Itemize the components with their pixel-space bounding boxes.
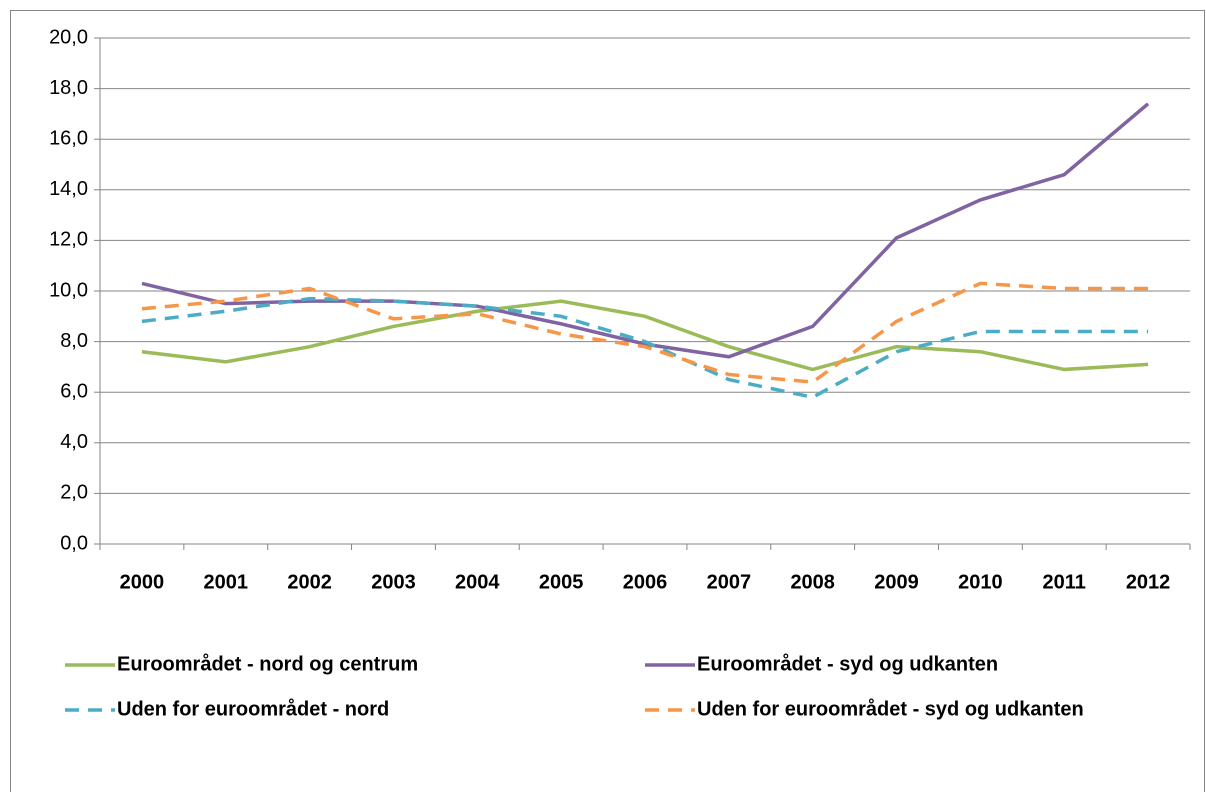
y-tick-label: 4,0 bbox=[60, 431, 88, 453]
chart-frame bbox=[10, 10, 1205, 797]
y-tick-label: 20,0 bbox=[49, 26, 88, 48]
x-tick-label: 2000 bbox=[120, 571, 165, 593]
legend-label: Euroområdet - nord og centrum bbox=[117, 652, 418, 675]
x-tick-label: 2008 bbox=[790, 571, 835, 593]
legend-label: Euroområdet - syd og udkanten bbox=[697, 652, 998, 675]
x-tick-label: 2003 bbox=[371, 571, 416, 593]
x-tick-label: 2007 bbox=[707, 571, 752, 593]
data-line bbox=[141, 102, 1150, 359]
data-line bbox=[141, 296, 1149, 400]
legend-label: Uden for euroområdet - nord bbox=[117, 697, 389, 720]
y-tick-label: 18,0 bbox=[49, 77, 88, 99]
x-tick-label: 2010 bbox=[958, 571, 1003, 593]
y-tick-label: 12,0 bbox=[49, 229, 88, 251]
x-tick-label: 2006 bbox=[623, 571, 668, 593]
y-tick-label: 2,0 bbox=[60, 482, 88, 504]
x-tick-label: 2012 bbox=[1126, 571, 1171, 593]
y-tick-label: 8,0 bbox=[60, 330, 88, 352]
data-line bbox=[141, 299, 1149, 372]
x-tick-label: 2005 bbox=[539, 571, 584, 593]
y-tick-label: 16,0 bbox=[49, 127, 88, 149]
y-tick-label: 10,0 bbox=[49, 279, 88, 301]
x-tick-label: 2009 bbox=[874, 571, 919, 593]
y-tick-label: 14,0 bbox=[49, 178, 88, 200]
y-tick-label: 0,0 bbox=[60, 532, 88, 554]
x-tick-label: 2004 bbox=[455, 571, 500, 593]
y-tick-label: 6,0 bbox=[60, 380, 88, 402]
x-tick-label: 2001 bbox=[204, 571, 249, 593]
x-tick-label: 2002 bbox=[287, 571, 332, 593]
legend-label: Uden for euroområdet - syd og udkanten bbox=[697, 697, 1084, 720]
data-line bbox=[141, 281, 1149, 384]
x-tick-label: 2011 bbox=[1043, 571, 1086, 593]
